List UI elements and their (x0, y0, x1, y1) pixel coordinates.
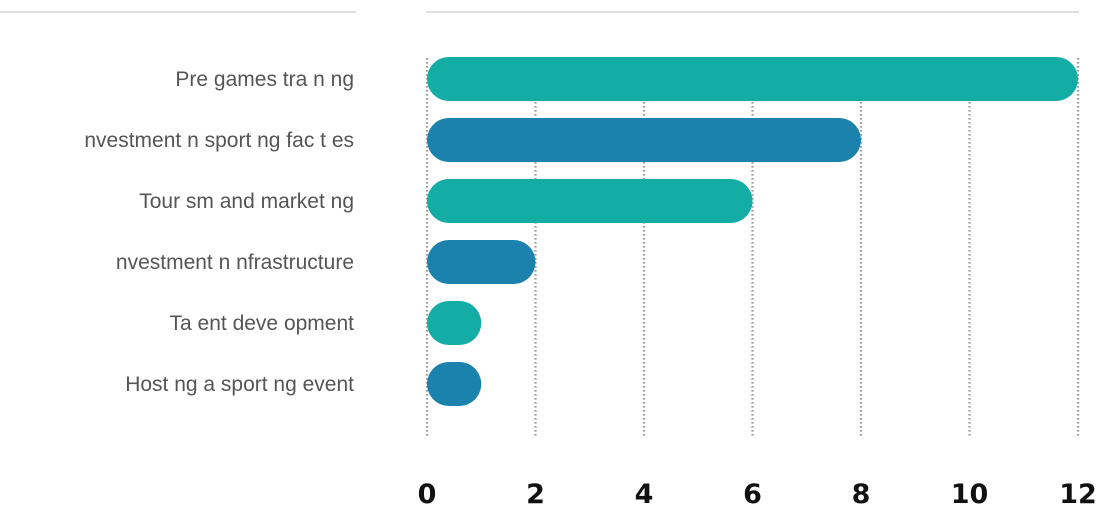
bars (427, 57, 1078, 406)
category-label-1: nvestment n sport ng fac t es (84, 129, 354, 152)
bar-4 (427, 301, 482, 345)
bar-5 (427, 362, 482, 406)
x-tick-label-2: 2 (526, 479, 545, 508)
category-labels: Pre games tra n ng nvestment n sport ng f… (84, 68, 354, 396)
category-label-2: Tour sm and market ng (139, 190, 354, 213)
gridlines (425, 58, 1080, 436)
bar-1 (427, 118, 861, 162)
bar-0 (427, 57, 1078, 101)
x-tick-label-12: 12 (1059, 479, 1096, 508)
category-label-5: Host ng a sport ng event (125, 373, 354, 396)
x-tick-label-6: 6 (743, 479, 762, 508)
x-tick-label-4: 4 (635, 479, 654, 508)
x-axis-tick-labels: 0 2 4 6 8 10 12 (418, 479, 1096, 508)
bar-2 (427, 179, 753, 223)
x-tick-label-10: 10 (951, 479, 989, 508)
x-tick-label-0: 0 (418, 479, 437, 508)
x-tick-label-8: 8 (852, 479, 871, 508)
category-label-3: nvestment n nfrastructure (116, 251, 354, 274)
category-label-4: Ta ent deve opment (170, 312, 355, 335)
bar-3 (427, 240, 536, 284)
category-label-0: Pre games tra n ng (175, 68, 354, 91)
